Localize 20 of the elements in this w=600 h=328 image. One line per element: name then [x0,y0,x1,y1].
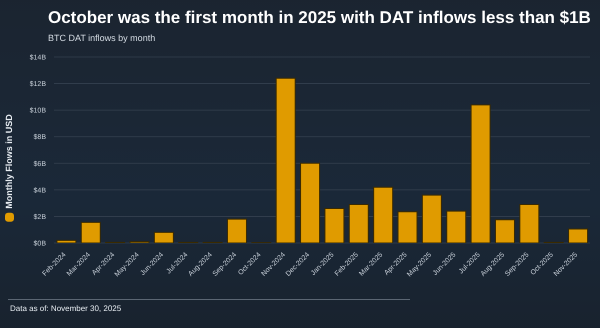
text: Monthly Flows in USD [4,114,14,209]
bar [56,240,76,243]
bar [300,162,320,243]
bar [80,222,101,243]
text: Data as of: November 30, 2025 [10,304,122,313]
bar [568,228,588,243]
bar [276,78,296,243]
bar [494,219,515,243]
chart-title: October was the first month in 2025 with DAT inflows less than $1B [48,8,591,28]
bar [373,186,394,243]
bar [226,218,247,243]
bar [348,204,369,243]
bar [422,194,442,243]
bar [446,210,466,243]
bar [398,211,418,243]
bar [470,104,491,243]
bar [154,232,174,243]
bar [324,208,344,243]
bar [519,204,540,243]
chart-subtitle: BTC DAT inflows by month [48,33,156,43]
